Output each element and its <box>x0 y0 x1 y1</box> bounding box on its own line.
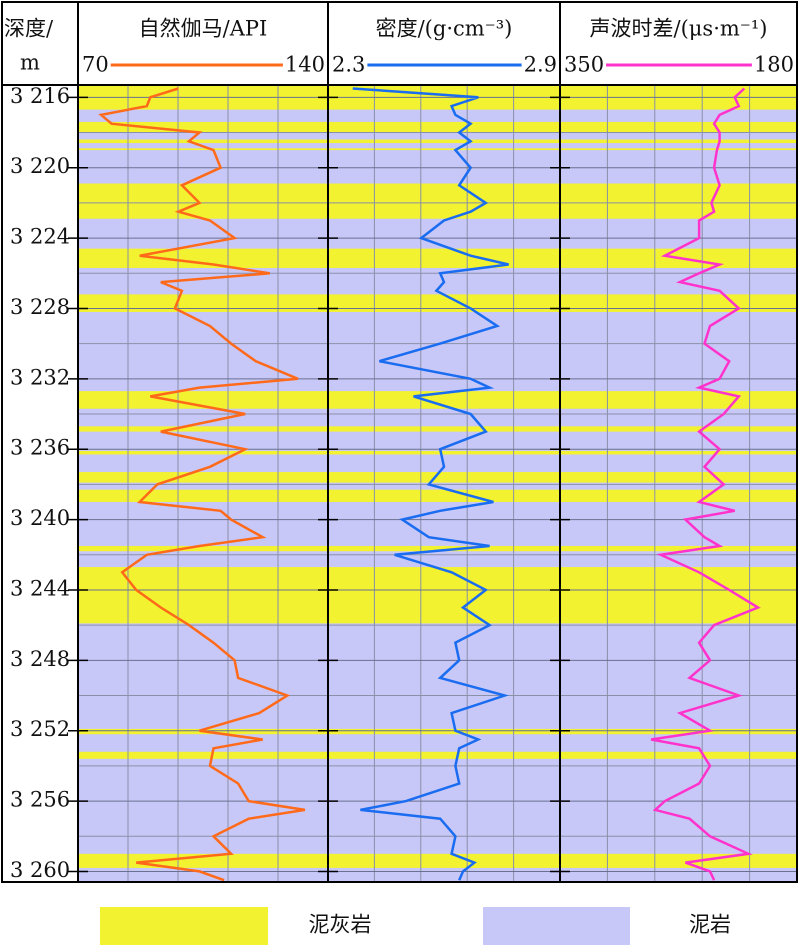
y-tick-label: 3 256 <box>10 788 70 812</box>
log-curve <box>98 87 306 882</box>
scale-max-label: 140 <box>285 53 325 77</box>
legend-label: 泥灰岩 <box>309 913 372 937</box>
scale-min-label: 2.3 <box>332 53 365 77</box>
scale-min-label: 350 <box>564 53 604 77</box>
lithology-band <box>78 248 797 268</box>
legend-swatch <box>100 907 268 945</box>
y-tick-label: 3 260 <box>10 858 70 882</box>
legend-label: 泥岩 <box>689 913 731 937</box>
lithology-band <box>78 853 797 868</box>
log-curve <box>650 87 761 881</box>
depth-unit: m <box>20 51 40 75</box>
y-tick-label: 3 252 <box>10 717 70 741</box>
lithology-band <box>78 489 797 502</box>
y-tick-label: 3 244 <box>10 576 70 600</box>
y-tick-label: 3 220 <box>10 154 70 178</box>
depth-title: 深度/ <box>4 17 54 41</box>
lithology-band <box>78 148 797 151</box>
lithology-band <box>78 426 797 432</box>
scale-max-label: 180 <box>754 53 794 77</box>
track-title: 密度/(g·cm⁻³) <box>376 17 513 41</box>
y-tick-label: 3 248 <box>10 647 70 671</box>
lithology-band <box>78 567 797 624</box>
scale-max-label: 2.9 <box>524 53 557 77</box>
lithology-band <box>78 751 797 759</box>
lithology-band <box>78 450 797 455</box>
lithology-band <box>78 294 797 312</box>
legend-swatch <box>483 907 630 945</box>
y-tick-label: 3 240 <box>10 506 70 530</box>
y-tick-label: 3 228 <box>10 295 70 319</box>
scale-min-label: 70 <box>82 53 109 77</box>
y-tick-label: 3 216 <box>10 84 70 108</box>
y-tick-label: 3 236 <box>10 436 70 460</box>
lithology-band <box>78 391 797 409</box>
log-curve <box>352 87 510 881</box>
lithology-band <box>78 139 797 144</box>
lithology-band <box>78 121 797 133</box>
lithology-band <box>78 545 797 552</box>
lithology-band <box>78 472 797 483</box>
track-title: 声波时差/(μs·m⁻¹) <box>590 17 768 41</box>
track-title: 自然伽马/API <box>139 17 268 41</box>
lithology-band <box>78 728 797 735</box>
y-tick-label: 3 232 <box>10 365 70 389</box>
y-tick-label: 3 224 <box>10 225 70 249</box>
